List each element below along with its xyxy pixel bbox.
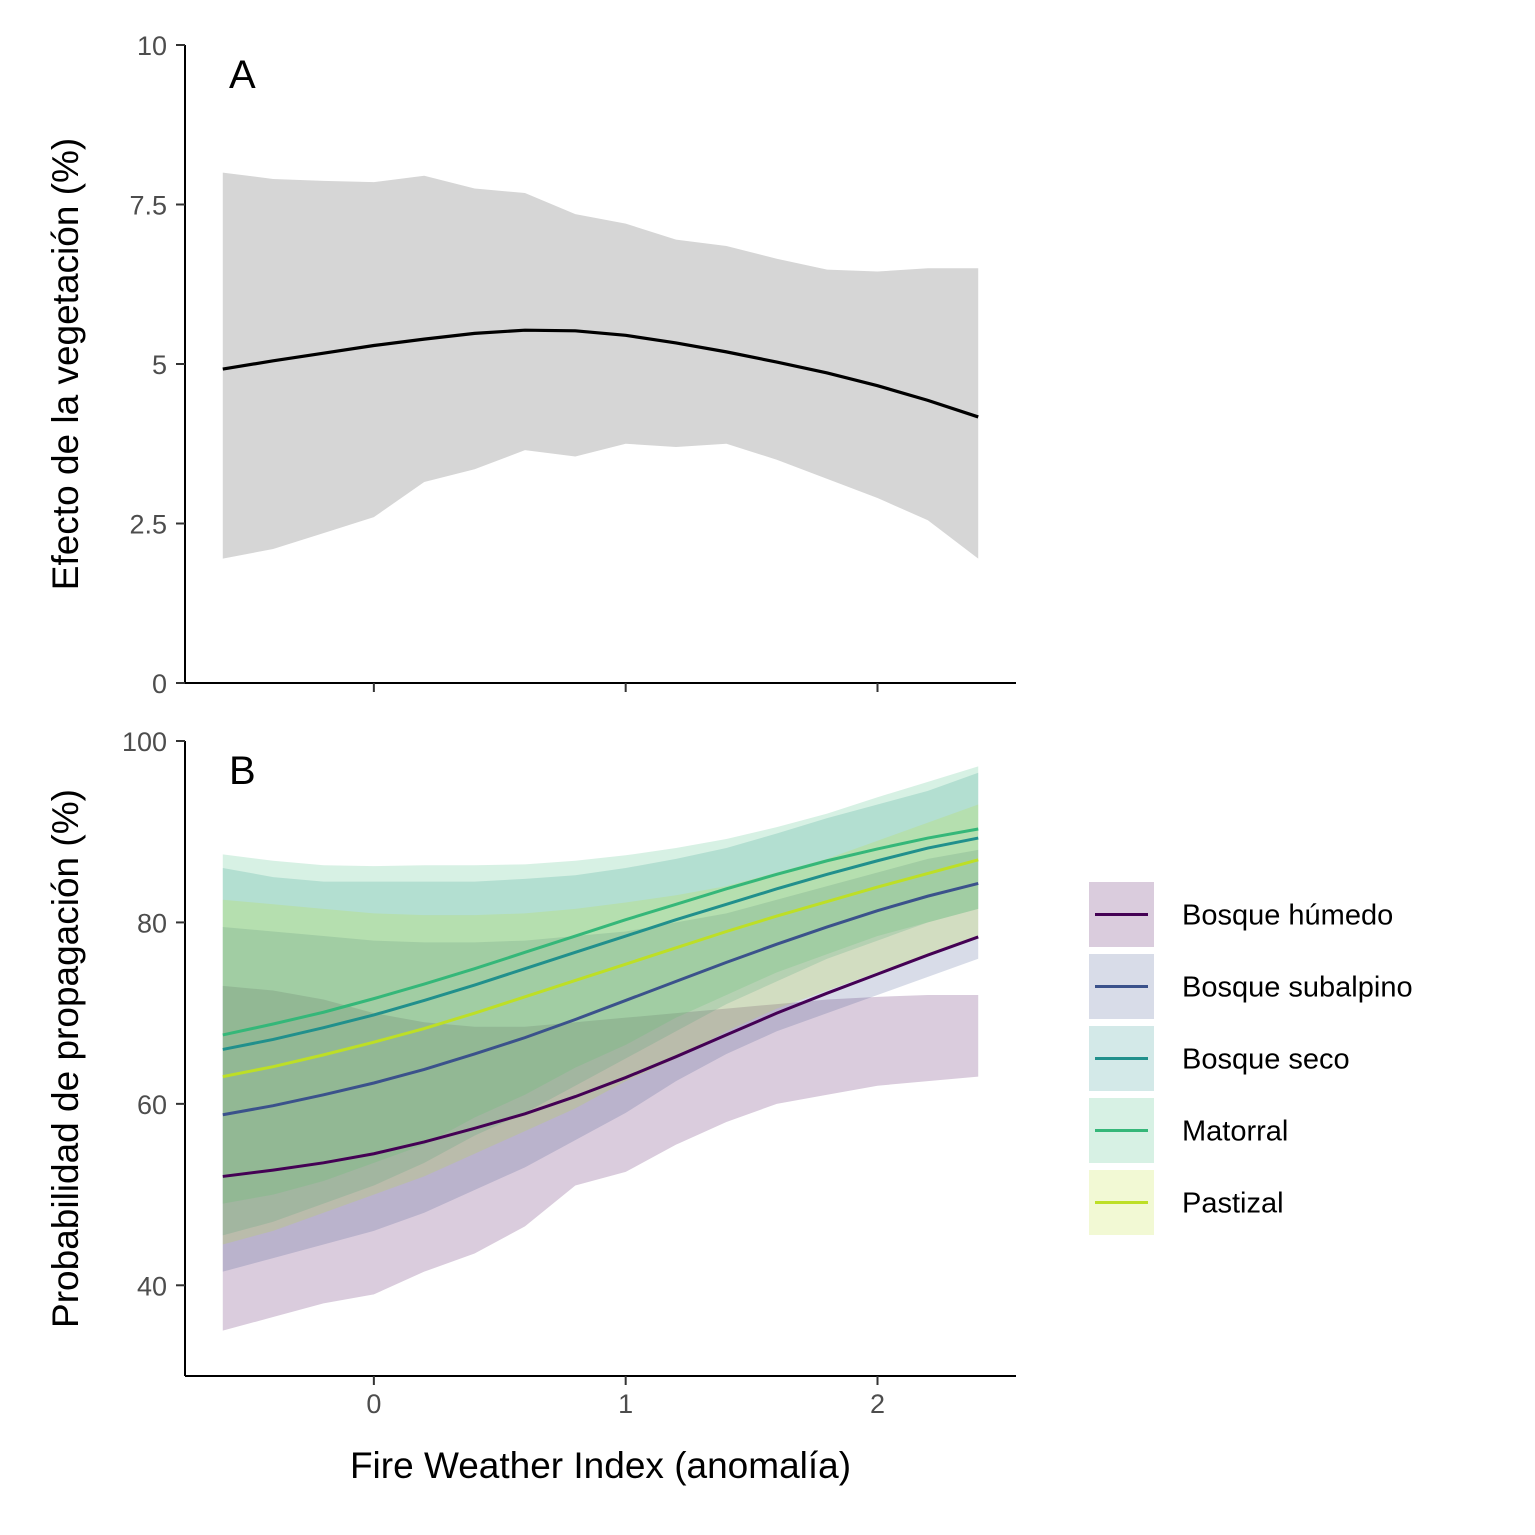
- x-axis-title: Fire Weather Index (anomalía): [350, 1445, 851, 1486]
- panelB-y-tick-label: 100: [122, 727, 167, 757]
- panelB-x-tick-label: 0: [366, 1389, 381, 1419]
- legend-label-bosque-seco: Bosque seco: [1182, 1044, 1350, 1076]
- panel-b: 40 60 80 100 0 1 2 B Probabilidad de propagac…: [45, 727, 1016, 1419]
- panelA-y-tick-label: 5: [152, 350, 167, 380]
- panel-b-tag: B: [229, 749, 256, 793]
- legend: Bosque húmedo Bosque subalpino Bosque seco…: [1089, 882, 1413, 1235]
- panel-a-tag: A: [229, 53, 256, 97]
- panel-a-plot-area: [222, 172, 979, 559]
- panelA-y-tick-label: 7.5: [129, 191, 167, 221]
- band-bosque-subalpino: [222, 849, 979, 1272]
- band-bosque-seco: [222, 772, 979, 1236]
- panelA-y-tick-label: 10: [137, 31, 167, 61]
- panelB-y-tick-label: 80: [137, 908, 167, 938]
- panel-b-y-ticks: 40 60 80 100: [122, 727, 185, 1301]
- line-matorral: [222, 827, 979, 1037]
- panelB-y-tick-label: 40: [137, 1271, 167, 1301]
- panel-a-x-ticks: [372, 683, 879, 692]
- panel-a-confidence-band: [222, 172, 979, 559]
- panelA-y-tick-label: 0: [152, 669, 167, 699]
- panel-b-x-ticks: 0 1 2: [366, 1376, 885, 1419]
- panelB-y-tick-label: 60: [137, 1090, 167, 1120]
- panelA-y-tick-label: 2.5: [129, 510, 167, 540]
- panel-a: 0 2.5 5 7.5 10 A Efecto de la vegetación (%): [45, 31, 1016, 699]
- line-bosque-humedo: [222, 935, 979, 1178]
- panel-b-y-axis-title: Probabilidad de propagación (%): [45, 789, 86, 1328]
- line-bosque-subalpino: [222, 881, 979, 1117]
- panel-a-y-axis-title: Efecto de la vegetación (%): [45, 138, 86, 590]
- legend-label-pastizal: Pastizal: [1182, 1188, 1284, 1220]
- panel-b-plot-area: [222, 766, 979, 1331]
- panelB-x-tick-label: 1: [618, 1389, 633, 1419]
- legend-label-bosque-subalpino: Bosque subalpino: [1182, 972, 1413, 1004]
- legend-label-bosque-humedo: Bosque húmedo: [1182, 900, 1393, 932]
- panel-a-y-ticks: 0 2.5 5 7.5 10: [129, 31, 185, 699]
- band-pastizal: [222, 804, 979, 1245]
- panelB-x-tick-label: 2: [870, 1389, 885, 1419]
- legend-label-matorral: Matorral: [1182, 1116, 1288, 1148]
- line-bosque-seco: [222, 836, 979, 1051]
- band-matorral: [222, 766, 979, 1204]
- line-pastizal: [222, 858, 979, 1079]
- panel-a-effect-line: [222, 328, 979, 419]
